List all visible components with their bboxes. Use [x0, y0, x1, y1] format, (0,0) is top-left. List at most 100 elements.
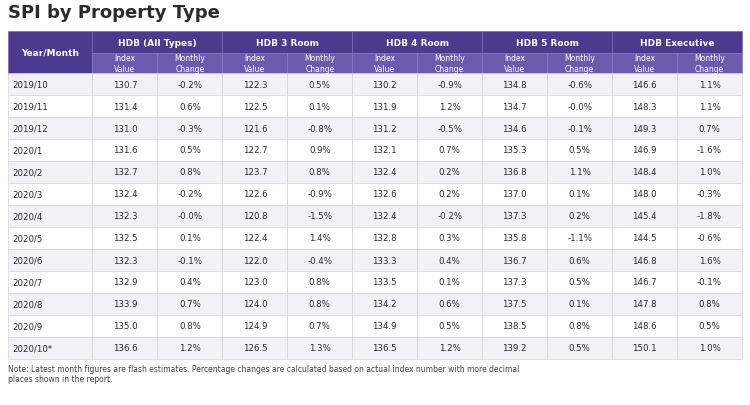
Text: 2020/7: 2020/7: [12, 278, 42, 287]
Bar: [287, 293, 352, 315]
Bar: [158, 228, 222, 249]
Bar: [352, 140, 417, 162]
Text: 0.8%: 0.8%: [568, 322, 590, 331]
Text: 126.5: 126.5: [242, 344, 267, 353]
Bar: [222, 32, 352, 54]
Text: 0.7%: 0.7%: [179, 300, 201, 309]
Bar: [482, 228, 548, 249]
Text: 132.5: 132.5: [112, 234, 137, 243]
Text: 136.8: 136.8: [503, 168, 527, 177]
Bar: [92, 293, 158, 315]
Bar: [287, 337, 352, 359]
Text: 131.0: 131.0: [112, 124, 137, 133]
Text: 123.7: 123.7: [242, 168, 267, 177]
Bar: [548, 228, 612, 249]
Bar: [417, 96, 482, 118]
Bar: [92, 96, 158, 118]
Text: 0.7%: 0.7%: [439, 146, 460, 155]
Text: 133.9: 133.9: [112, 300, 137, 309]
Text: 132.4: 132.4: [112, 190, 137, 199]
Text: -0.2%: -0.2%: [178, 190, 203, 199]
Bar: [287, 271, 352, 293]
Bar: [612, 293, 677, 315]
Bar: [417, 271, 482, 293]
Text: 0.3%: 0.3%: [439, 234, 460, 243]
Text: 0.8%: 0.8%: [309, 278, 331, 287]
Text: 139.2: 139.2: [503, 344, 527, 353]
Text: 1.3%: 1.3%: [309, 344, 331, 353]
Bar: [612, 96, 677, 118]
Bar: [8, 271, 92, 293]
Bar: [287, 205, 352, 228]
Text: 132.7: 132.7: [112, 168, 137, 177]
Bar: [482, 293, 548, 315]
Bar: [417, 162, 482, 183]
Text: 0.5%: 0.5%: [568, 344, 590, 353]
Text: Monthly
Change: Monthly Change: [304, 54, 335, 74]
Bar: [158, 96, 222, 118]
Bar: [92, 162, 158, 183]
Text: 148.3: 148.3: [632, 102, 657, 111]
Text: -0.0%: -0.0%: [178, 212, 203, 221]
Text: Monthly
Change: Monthly Change: [564, 54, 595, 74]
Bar: [677, 315, 742, 337]
Bar: [222, 74, 287, 96]
Text: 2020/2: 2020/2: [12, 168, 42, 177]
Bar: [352, 96, 417, 118]
Bar: [612, 74, 677, 96]
Text: 0.1%: 0.1%: [309, 102, 331, 111]
Text: Index
Value: Index Value: [634, 54, 656, 74]
Bar: [158, 315, 222, 337]
Text: 0.6%: 0.6%: [439, 300, 460, 309]
Text: 145.4: 145.4: [632, 212, 657, 221]
Bar: [92, 32, 222, 54]
Text: 0.5%: 0.5%: [439, 322, 460, 331]
Bar: [612, 228, 677, 249]
Text: Index
Value: Index Value: [504, 54, 525, 74]
Bar: [92, 337, 158, 359]
Bar: [92, 140, 158, 162]
Text: 146.7: 146.7: [632, 278, 657, 287]
Text: -0.5%: -0.5%: [437, 124, 462, 133]
Bar: [352, 162, 417, 183]
Bar: [222, 96, 287, 118]
Text: -0.2%: -0.2%: [437, 212, 462, 221]
Text: 1.2%: 1.2%: [439, 344, 460, 353]
Bar: [677, 271, 742, 293]
Text: 134.6: 134.6: [503, 124, 527, 133]
Text: 134.9: 134.9: [373, 322, 397, 331]
Bar: [677, 140, 742, 162]
Text: -0.6%: -0.6%: [697, 234, 722, 243]
Text: 0.1%: 0.1%: [439, 278, 460, 287]
Bar: [417, 205, 482, 228]
Text: 0.2%: 0.2%: [439, 168, 460, 177]
Text: 149.3: 149.3: [632, 124, 657, 133]
Bar: [417, 74, 482, 96]
Bar: [158, 162, 222, 183]
Text: 136.5: 136.5: [373, 344, 397, 353]
Bar: [352, 337, 417, 359]
Text: 144.5: 144.5: [632, 234, 657, 243]
Bar: [548, 205, 612, 228]
Bar: [8, 162, 92, 183]
Bar: [677, 54, 742, 74]
Bar: [612, 54, 677, 74]
Bar: [417, 183, 482, 205]
Text: -0.1%: -0.1%: [697, 278, 722, 287]
Bar: [8, 118, 92, 140]
Text: 0.8%: 0.8%: [179, 168, 201, 177]
Text: Monthly
Change: Monthly Change: [694, 54, 725, 74]
Text: 135.8: 135.8: [503, 234, 527, 243]
Bar: [548, 54, 612, 74]
Text: SPI by Property Type: SPI by Property Type: [8, 4, 220, 22]
Bar: [482, 183, 548, 205]
Bar: [548, 315, 612, 337]
Bar: [612, 140, 677, 162]
Bar: [158, 293, 222, 315]
Bar: [612, 205, 677, 228]
Text: 136.7: 136.7: [503, 256, 527, 265]
Text: 131.9: 131.9: [373, 102, 397, 111]
Text: 135.3: 135.3: [503, 146, 527, 155]
Text: 0.7%: 0.7%: [698, 124, 721, 133]
Text: 132.4: 132.4: [373, 212, 397, 221]
